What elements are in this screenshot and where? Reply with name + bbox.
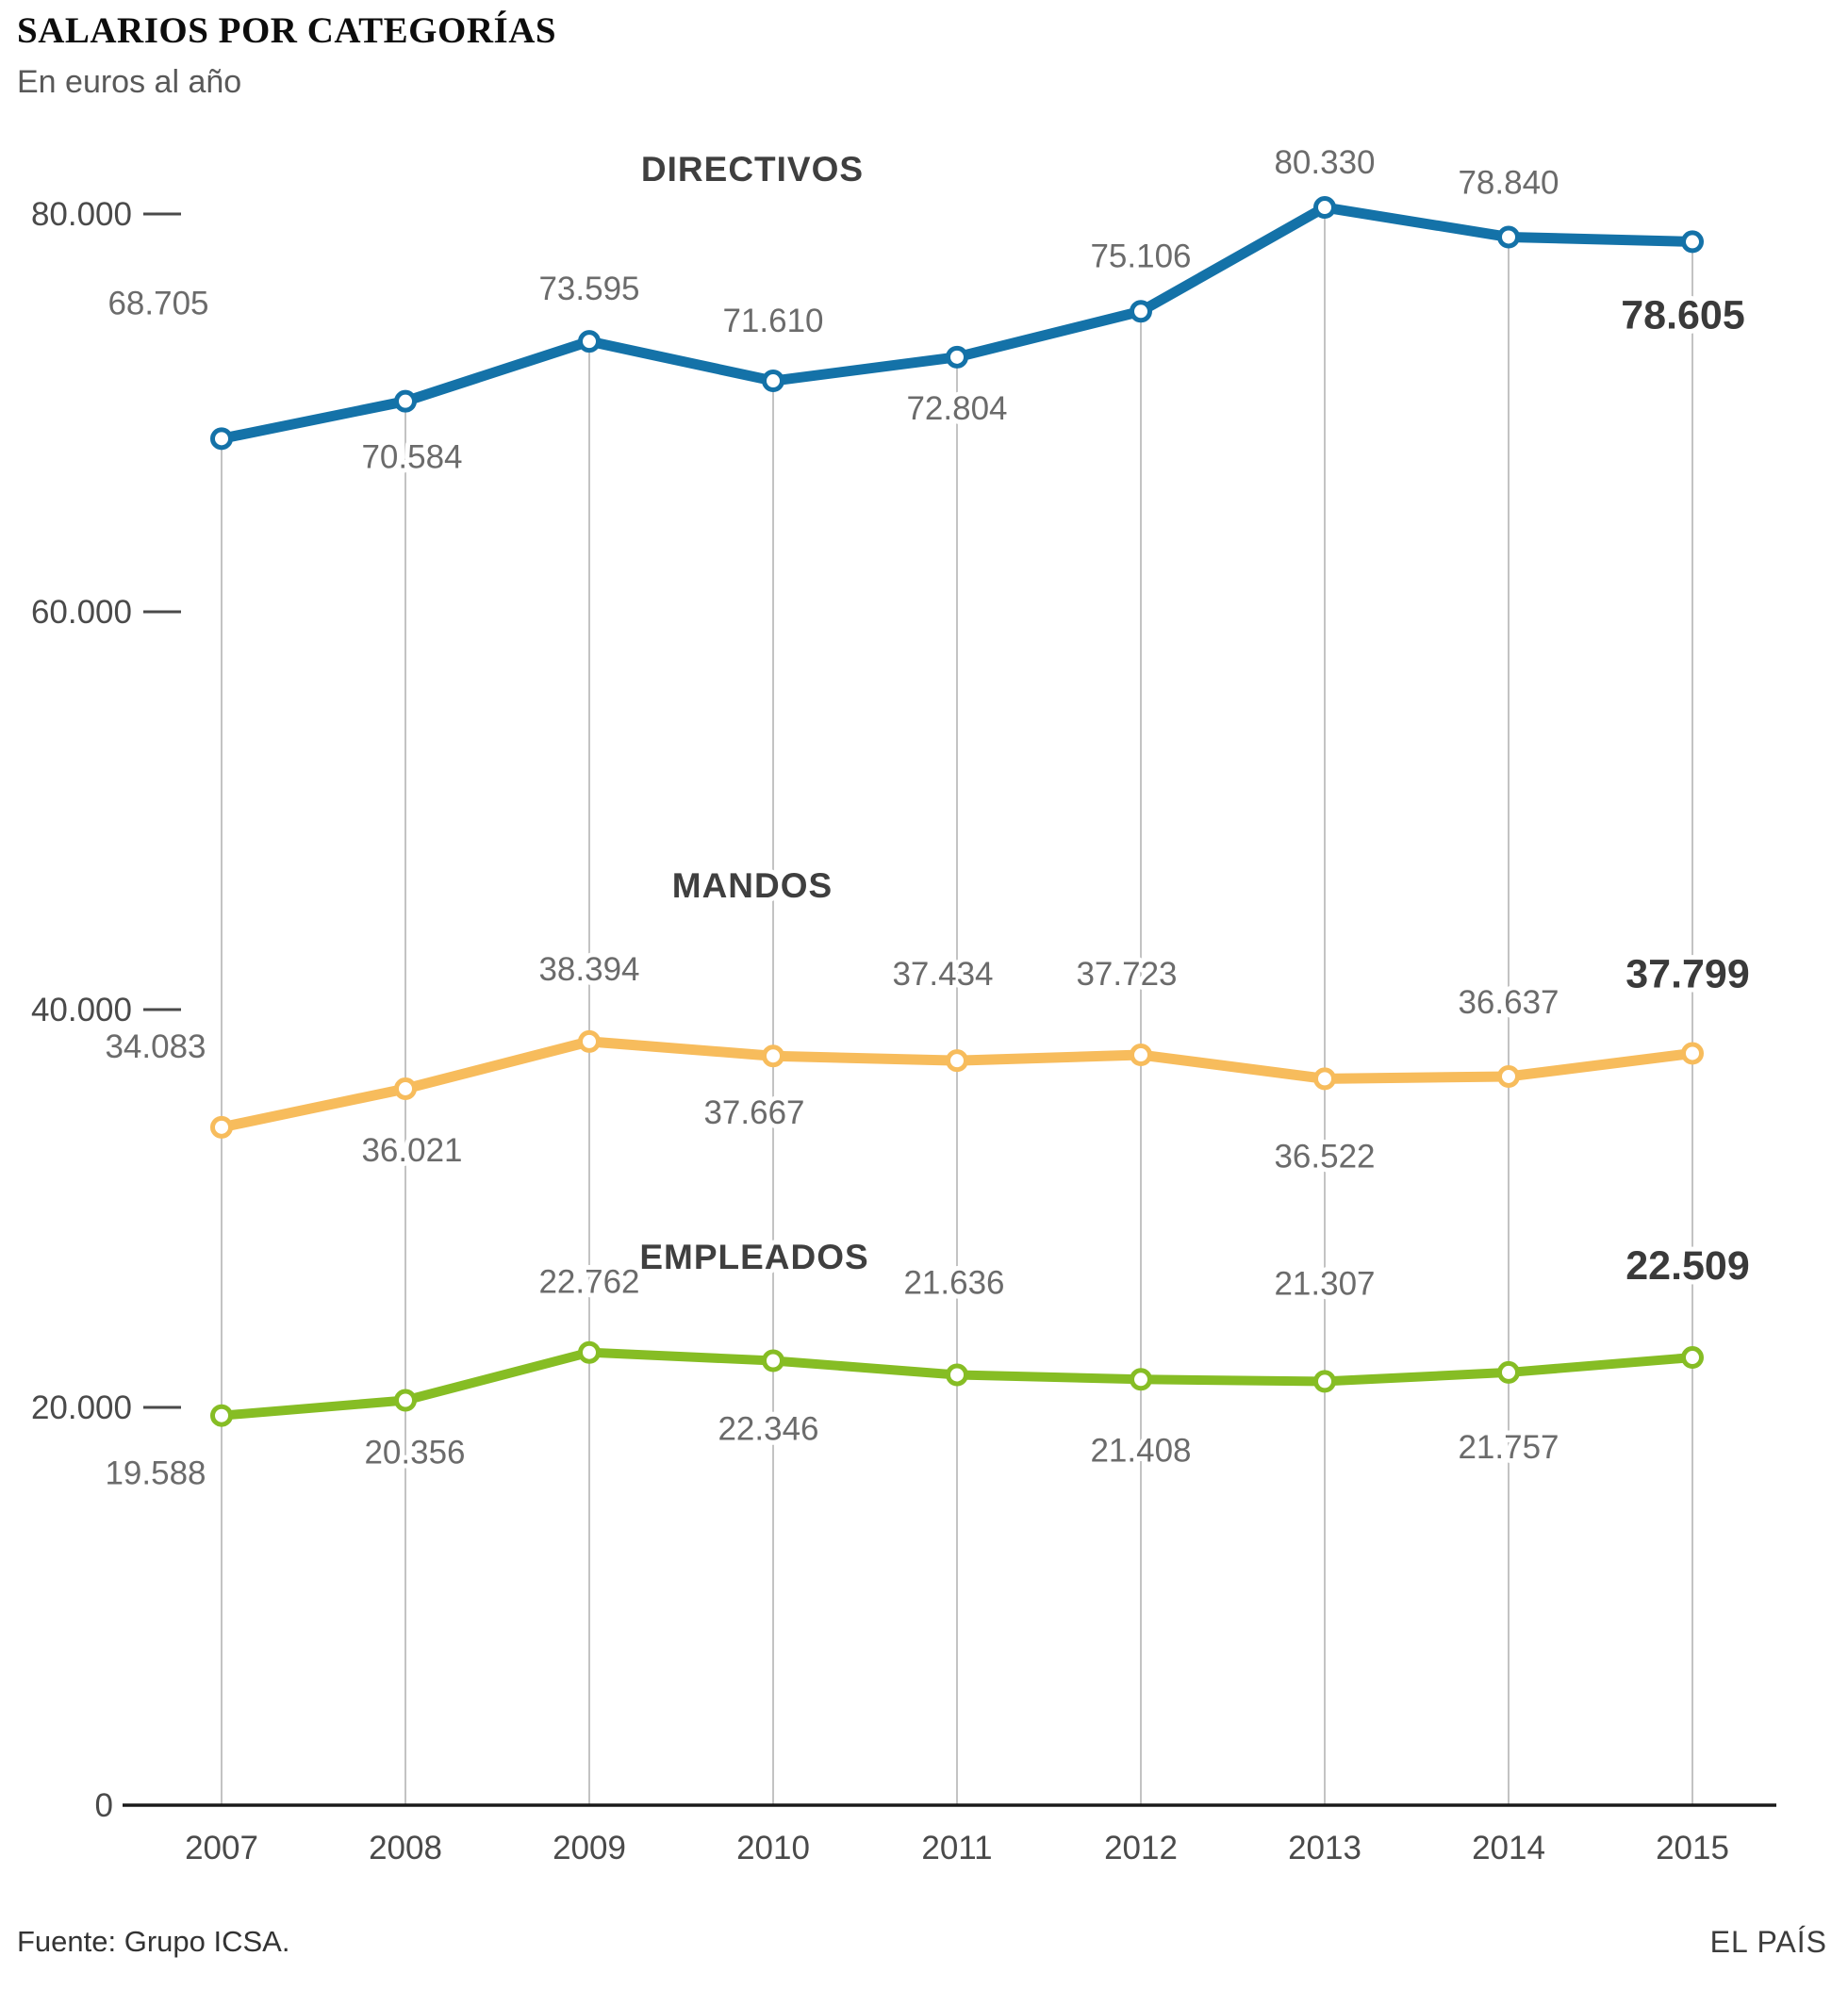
value-label-empleados-2014: 21.757 xyxy=(1458,1429,1559,1466)
value-label-empleados-2011: 21.636 xyxy=(903,1264,1004,1301)
marker-empleados-2015 xyxy=(1681,1346,1704,1370)
marker-empleados-2010 xyxy=(762,1349,784,1373)
year-label-2010: 2010 xyxy=(736,1830,810,1866)
year-label-2013: 2013 xyxy=(1288,1830,1361,1866)
brand-label: EL PAÍS xyxy=(1709,1925,1827,1959)
value-label-directivos-2013: 80.330 xyxy=(1274,144,1375,181)
marker-directivos-2007 xyxy=(210,427,233,451)
year-label-2007: 2007 xyxy=(185,1830,258,1866)
marker-mandos-2010 xyxy=(762,1044,784,1068)
ytick-label-20.000: 20.000 xyxy=(31,1389,132,1426)
value-label-mandos-2014: 36.637 xyxy=(1458,984,1559,1021)
ytick-label-40.000: 40.000 xyxy=(31,992,132,1028)
marker-directivos-2010 xyxy=(762,370,784,393)
marker-directivos-2008 xyxy=(394,389,417,413)
year-label-2015: 2015 xyxy=(1656,1830,1729,1866)
marker-empleados-2011 xyxy=(946,1363,968,1387)
marker-directivos-2013 xyxy=(1313,196,1336,220)
value-label-directivos-2012: 75.106 xyxy=(1090,238,1191,274)
marker-empleados-2007 xyxy=(210,1404,233,1427)
year-label-2012: 2012 xyxy=(1104,1830,1178,1866)
value-label-empleados-2008: 20.356 xyxy=(364,1434,465,1471)
value-label-mandos-2007: 34.083 xyxy=(105,1028,206,1065)
value-label-mandos-2013: 36.522 xyxy=(1274,1138,1375,1175)
marker-directivos-2009 xyxy=(578,330,601,353)
ytick-label-0: 0 xyxy=(95,1787,113,1824)
series-label-directivos: DIRECTIVOS xyxy=(641,150,864,189)
series-label-mandos: MANDOS xyxy=(672,866,833,905)
marker-mandos-2012 xyxy=(1130,1044,1152,1067)
source-note: Fuente: Grupo ICSA. xyxy=(17,1925,290,1958)
value-label-empleados-2009: 22.762 xyxy=(538,1264,639,1301)
value-label-empleados-2013: 21.307 xyxy=(1274,1265,1375,1302)
marker-mandos-2007 xyxy=(210,1115,233,1139)
marker-empleados-2008 xyxy=(394,1389,417,1412)
marker-mandos-2013 xyxy=(1313,1067,1336,1091)
marker-mandos-2015 xyxy=(1681,1042,1704,1065)
value-label-mandos-2012: 37.723 xyxy=(1076,956,1177,993)
value-label-mandos-2011: 37.434 xyxy=(892,956,993,993)
value-label-directivos-2007: 68.705 xyxy=(107,285,208,321)
value-label-directivos-2015: 78.605 xyxy=(1621,292,1745,337)
marker-mandos-2014 xyxy=(1497,1064,1520,1088)
marker-mandos-2011 xyxy=(946,1049,968,1073)
marker-empleados-2014 xyxy=(1497,1360,1520,1384)
value-label-mandos-2009: 38.394 xyxy=(538,951,639,988)
value-label-directivos-2014: 78.840 xyxy=(1458,164,1559,201)
year-label-2011: 2011 xyxy=(921,1830,992,1866)
value-label-empleados-2015: 22.509 xyxy=(1625,1243,1750,1289)
value-label-empleados-2007: 19.588 xyxy=(105,1455,206,1492)
value-label-directivos-2011: 72.804 xyxy=(906,390,1007,427)
chart-subtitle: En euros al año xyxy=(17,64,242,100)
value-label-mandos-2008: 36.021 xyxy=(361,1132,462,1169)
value-label-directivos-2010: 71.610 xyxy=(722,303,823,339)
marker-directivos-2011 xyxy=(946,345,968,369)
ytick-label-60.000: 60.000 xyxy=(31,594,132,631)
marker-directivos-2014 xyxy=(1497,225,1520,249)
series-label-empleados: EMPLEADOS xyxy=(639,1238,868,1276)
value-label-directivos-2008: 70.584 xyxy=(361,439,462,476)
marker-mandos-2009 xyxy=(578,1029,601,1053)
chart-title: SALARIOS POR CATEGORÍAS xyxy=(17,10,557,51)
value-label-mandos-2015: 37.799 xyxy=(1625,951,1750,996)
marker-directivos-2015 xyxy=(1681,230,1704,254)
year-label-2014: 2014 xyxy=(1472,1830,1545,1866)
year-label-2008: 2008 xyxy=(369,1830,442,1866)
ytick-label-80.000: 80.000 xyxy=(31,196,132,233)
marker-empleados-2009 xyxy=(578,1340,601,1364)
marker-empleados-2013 xyxy=(1313,1370,1336,1393)
marker-directivos-2012 xyxy=(1130,300,1152,323)
marker-mandos-2008 xyxy=(394,1077,417,1100)
value-label-mandos-2010: 37.667 xyxy=(703,1094,804,1131)
value-label-empleados-2012: 21.408 xyxy=(1090,1432,1191,1469)
value-label-empleados-2010: 22.346 xyxy=(718,1410,818,1447)
value-label-directivos-2009: 73.595 xyxy=(538,271,639,307)
marker-empleados-2012 xyxy=(1130,1368,1152,1391)
year-label-2009: 2009 xyxy=(553,1830,626,1866)
